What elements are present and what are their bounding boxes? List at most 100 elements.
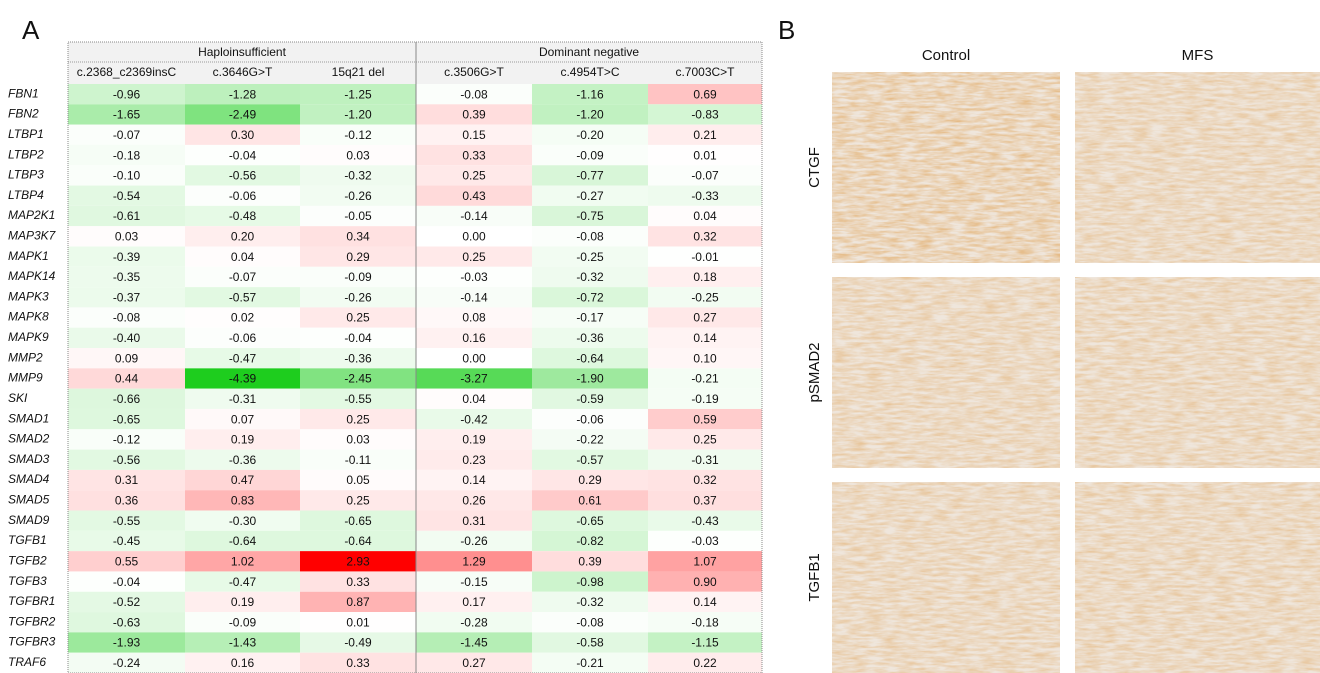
gene-label: MAPK8: [8, 310, 49, 324]
cell-value: 0.01: [693, 148, 717, 162]
cell-value: -3.27: [460, 372, 488, 386]
gene-label: FBN1: [8, 86, 39, 100]
gene-label: SKI: [8, 391, 28, 405]
cell-value: -1.65: [113, 108, 141, 122]
gene-label: MAP2K1: [8, 208, 55, 222]
cell-value: 0.04: [693, 209, 717, 223]
cell-value: 0.00: [462, 229, 486, 243]
cell-value: -0.31: [229, 392, 257, 406]
cell-value: -2.45: [344, 372, 372, 386]
cell-value: 1.02: [231, 554, 255, 568]
cell-value: 0.47: [231, 473, 255, 487]
cell-value: 0.18: [693, 270, 717, 284]
cell-value: -0.08: [576, 229, 604, 243]
cell-value: -0.36: [344, 351, 372, 365]
cell-value: -1.90: [576, 372, 604, 386]
cell-value: -0.65: [344, 514, 372, 528]
micrograph: [1075, 482, 1320, 673]
cell-value: 0.61: [578, 494, 602, 508]
cell-value: 0.37: [693, 494, 717, 508]
cell-value: 0.39: [578, 554, 602, 568]
gene-label: SMAD5: [8, 493, 50, 507]
gene-label: MAPK14: [8, 269, 56, 283]
cell-value: -0.11: [345, 453, 372, 467]
cell-value: -0.54: [113, 189, 141, 203]
column-header: c.7003C>T: [675, 65, 735, 79]
cell-value: -0.65: [113, 412, 141, 426]
cell-value: -0.15: [460, 575, 488, 589]
cell-value: 0.43: [462, 189, 486, 203]
cell-value: -1.15: [691, 636, 719, 650]
cell-value: 0.32: [693, 229, 717, 243]
cell-value: -0.26: [460, 534, 488, 548]
cell-value: 0.29: [346, 250, 370, 264]
cell-value: 0.03: [346, 148, 370, 162]
cell-value: 0.14: [693, 595, 717, 609]
cell-value: 0.25: [346, 311, 370, 325]
cell-value: -0.56: [113, 453, 141, 467]
cell-value: -0.26: [344, 189, 372, 203]
cell-value: 0.10: [693, 351, 717, 365]
cell-value: -0.04: [113, 575, 141, 589]
cell-value: -0.12: [113, 433, 141, 447]
row-label: CTGF: [806, 147, 823, 188]
cell-value: 0.59: [693, 412, 717, 426]
gene-label: FBN2: [8, 107, 39, 121]
cell-value: 0.14: [693, 331, 717, 345]
cell-value: -0.98: [576, 575, 604, 589]
cell-value: -0.59: [576, 392, 604, 406]
gene-label: TGFBR2: [8, 614, 56, 628]
cell-value: -0.24: [113, 656, 141, 670]
cell-value: 2.93: [346, 554, 370, 568]
cell-value: -0.10: [113, 169, 141, 183]
cell-value: 0.16: [231, 656, 255, 670]
cell-value: -0.75: [576, 209, 604, 223]
cell-value: -0.09: [344, 270, 372, 284]
gene-label: TGFB2: [8, 553, 47, 567]
cell-value: -0.28: [460, 615, 488, 629]
gene-label: TRAF6: [8, 655, 46, 669]
gene-label: SMAD3: [8, 452, 50, 466]
cell-value: 0.16: [462, 331, 486, 345]
cell-value: -0.65: [576, 514, 604, 528]
cell-value: -1.45: [460, 636, 488, 650]
cell-value: -0.55: [113, 514, 141, 528]
gene-label: MAP3K7: [8, 228, 57, 242]
cell-value: -0.31: [691, 453, 719, 467]
cell-value: -0.63: [113, 615, 141, 629]
panel-label: A: [22, 15, 40, 45]
cell-value: -0.66: [113, 392, 141, 406]
cell-value: -1.93: [113, 636, 141, 650]
cell-value: 0.25: [462, 250, 486, 264]
cell-value: 0.33: [462, 148, 486, 162]
cell-value: -0.21: [691, 372, 719, 386]
cell-value: -0.83: [691, 108, 719, 122]
cell-value: 0.25: [462, 169, 486, 183]
cell-value: -0.07: [229, 270, 257, 284]
cell-value: -0.18: [691, 615, 719, 629]
cell-value: 0.03: [115, 229, 139, 243]
cell-value: -0.09: [229, 615, 257, 629]
cell-value: 0.32: [693, 473, 717, 487]
cell-value: -0.64: [229, 534, 257, 548]
cell-value: -0.06: [229, 189, 257, 203]
cell-value: -0.64: [576, 351, 604, 365]
cell-value: 0.87: [346, 595, 370, 609]
cell-value: -1.20: [576, 108, 604, 122]
column-header: 15q21 del: [332, 65, 385, 79]
gene-label: MMP9: [8, 371, 43, 385]
cell-value: 0.00: [462, 351, 486, 365]
cell-value: -0.25: [576, 250, 604, 264]
cell-value: -0.26: [344, 290, 372, 304]
column-header: c.3646G>T: [213, 65, 273, 79]
cell-value: 0.33: [346, 656, 370, 670]
cell-value: 0.36: [115, 494, 139, 508]
cell-value: 0.01: [346, 615, 370, 629]
cell-value: -0.40: [113, 331, 141, 345]
cell-value: -0.21: [576, 656, 604, 670]
cell-value: -0.64: [344, 534, 372, 548]
cell-value: -2.49: [229, 108, 257, 122]
cell-value: 0.20: [231, 229, 255, 243]
cell-value: -0.08: [113, 311, 141, 325]
gene-label: SMAD2: [8, 432, 50, 446]
